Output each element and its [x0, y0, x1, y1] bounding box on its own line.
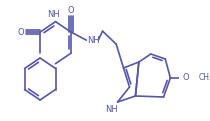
Text: NH: NH	[47, 10, 60, 19]
Text: NH: NH	[87, 36, 100, 45]
Text: NH: NH	[105, 106, 118, 114]
Text: O: O	[182, 73, 189, 83]
Text: O: O	[68, 6, 74, 15]
Text: CH₃: CH₃	[198, 73, 210, 83]
Text: O: O	[18, 28, 25, 37]
